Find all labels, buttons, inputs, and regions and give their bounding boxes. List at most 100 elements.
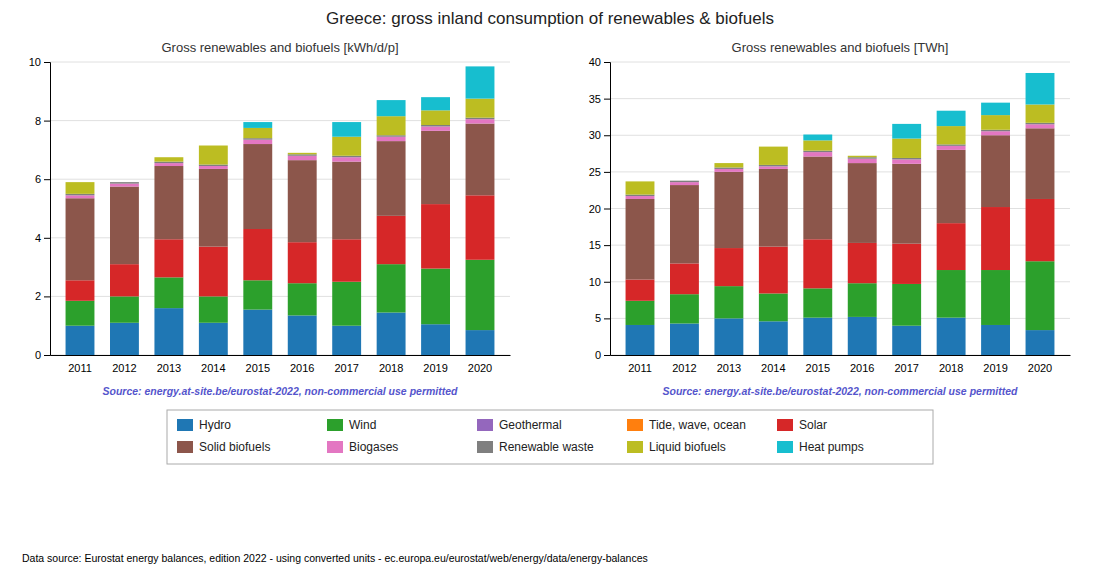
bar-segment [892, 159, 921, 163]
bar-segment [1026, 330, 1055, 355]
bar-segment [803, 239, 832, 288]
source-note: Source: energy.at-site.be/eurostat-2022,… [663, 385, 1019, 397]
bar-segment [421, 324, 450, 355]
bar-segment [421, 126, 450, 130]
bar-segment [66, 198, 95, 280]
bar-segment [243, 310, 272, 355]
bar-segment [714, 167, 743, 168]
x-tick: 2014 [201, 362, 225, 374]
legend-label: Renewable waste [499, 440, 594, 454]
bar-segment [803, 140, 832, 150]
legend: HydroWindGeothermalTide, wave, oceanSola… [167, 410, 933, 464]
y-tick-mark [44, 238, 50, 239]
bar-segment [759, 169, 788, 247]
grid-line [610, 98, 1070, 99]
bar-segment [243, 280, 272, 309]
y-tick: 0 [595, 349, 610, 361]
legend-label: Biogases [349, 440, 398, 454]
bar-segment [377, 313, 406, 355]
bar-segment [892, 139, 921, 158]
legend-item: Hydro [177, 418, 231, 432]
bar-segment [377, 264, 406, 312]
bar-segment [892, 244, 921, 284]
y-tick-label: 2 [35, 290, 41, 302]
bar-segment [288, 283, 317, 315]
x-tick-label: 2017 [334, 362, 358, 374]
chart-root: Greece: gross inland consumption of rene… [0, 0, 1100, 572]
bar-segment [626, 325, 655, 355]
legend-swatch [477, 419, 493, 431]
bar-segment [981, 325, 1010, 355]
bar-segment [714, 169, 743, 172]
y-tick: 8 [35, 115, 50, 127]
bar-segment [626, 196, 655, 199]
bar-segment [759, 165, 788, 166]
bar-segment [421, 204, 450, 268]
grid [610, 62, 1070, 355]
bar-segment [714, 286, 743, 318]
x-tick: 2013 [157, 362, 181, 374]
bar-segment [154, 162, 183, 163]
y-tick-mark [44, 121, 50, 122]
bar-segment [66, 194, 95, 195]
x-tick-label: 2017 [894, 362, 918, 374]
x-tick: 2019 [983, 362, 1007, 374]
legend-swatch [327, 419, 343, 431]
bar-segment [199, 146, 228, 165]
y-tick-mark [604, 245, 610, 246]
x-tick-label: 2020 [1028, 362, 1052, 374]
x-tick-label: 2018 [939, 362, 963, 374]
bar-segment [466, 330, 495, 355]
x-tick: 2015 [246, 362, 270, 374]
x-tick-label: 2011 [628, 362, 652, 374]
bar-segment [243, 122, 272, 128]
bar-segment [466, 118, 495, 119]
x-axis: 2011201220132014201520162017201820192020 [611, 356, 1071, 374]
y-tick-label: 6 [35, 173, 41, 185]
legend-swatch [327, 441, 343, 453]
legend-label: Geothermal [499, 418, 562, 432]
legend-item: Renewable waste [477, 440, 594, 454]
bar-segment [848, 156, 877, 157]
x-tick: 2012 [112, 362, 136, 374]
legend-swatch [177, 441, 193, 453]
bar-segment [803, 151, 832, 152]
bar-segment [670, 181, 699, 182]
y-axis-line [604, 63, 611, 356]
bar-segment [288, 315, 317, 355]
y-tick: 15 [589, 239, 610, 251]
y-tick-label: 35 [589, 93, 601, 105]
legend-label: Heat pumps [799, 440, 864, 454]
bar-segment [243, 144, 272, 229]
bar-segment [288, 160, 317, 242]
bar-segment [670, 324, 699, 355]
x-tick: 2015 [806, 362, 830, 374]
legend-item: Wind [327, 418, 376, 432]
y-tick: 25 [589, 166, 610, 178]
bar-segment [981, 115, 1010, 130]
bar-segment [466, 99, 495, 118]
bar-segment [759, 247, 788, 294]
y-tick: 4 [35, 232, 50, 244]
bar-segment [981, 130, 1010, 131]
y-tick: 35 [589, 93, 610, 105]
bar-segment [803, 152, 832, 156]
bar-segment [937, 318, 966, 355]
bar-segment [332, 156, 361, 157]
x-tick: 2011 [68, 362, 92, 374]
bar-segment [759, 147, 788, 165]
legend-swatch [777, 419, 793, 431]
bar-segment [243, 138, 272, 139]
bar-segment [377, 137, 406, 141]
bar-segment [803, 135, 832, 141]
y-tick-mark [604, 209, 610, 210]
y-tick-label: 30 [589, 129, 601, 141]
bar-segment [937, 150, 966, 223]
bar-segment [199, 323, 228, 355]
x-tick: 2013 [717, 362, 741, 374]
legend-swatch [177, 419, 193, 431]
bar-segment [66, 195, 95, 198]
bar-segment [981, 207, 1010, 270]
bar-segment [892, 124, 921, 139]
bar-segment [937, 270, 966, 318]
